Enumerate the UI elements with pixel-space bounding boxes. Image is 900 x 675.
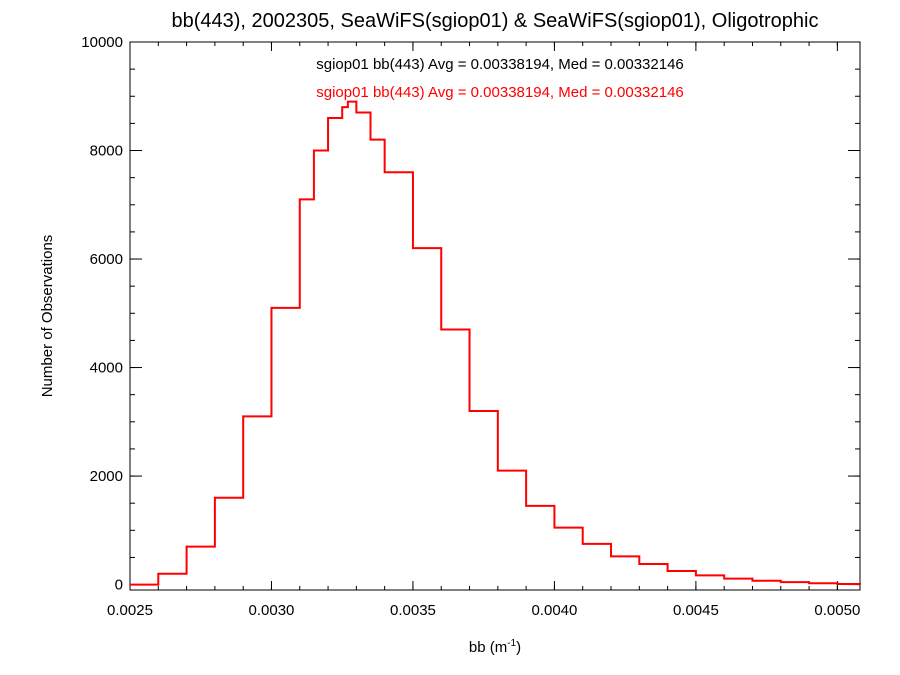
y-tick-label: 2000 bbox=[90, 468, 123, 485]
y-tick-label: 10000 bbox=[81, 34, 123, 51]
y-axis-ticks: 0 2000 4000 6000 8000 10000 bbox=[81, 34, 860, 594]
y-tick-label: 6000 bbox=[90, 251, 123, 268]
x-axis-label-close: ) bbox=[516, 639, 521, 656]
x-tick-label: 0.0050 bbox=[814, 602, 860, 619]
y-axis-label: Number of Observations bbox=[39, 235, 56, 398]
x-tick-label: 0.0045 bbox=[673, 602, 719, 619]
x-axis-label-main: bb (m bbox=[469, 639, 507, 656]
x-tick-label: 0.0040 bbox=[531, 602, 577, 619]
plot-frame bbox=[129, 41, 861, 591]
y-tick-label: 0 bbox=[115, 577, 123, 594]
chart-title: bb(443), 2002305, SeaWiFS(sgiop01) & Sea… bbox=[172, 10, 819, 32]
x-tick-label: 0.0035 bbox=[390, 602, 436, 619]
y-tick-label: 8000 bbox=[90, 143, 123, 160]
x-axis-label: bb (m-1) bbox=[469, 638, 521, 656]
x-tick-label: 0.0025 bbox=[107, 602, 153, 619]
y-tick-label: 4000 bbox=[90, 360, 123, 377]
series-layer bbox=[130, 100, 861, 586]
series-line-0 bbox=[130, 100, 861, 586]
annotation-black-stats: sgiop01 bb(443) Avg = 0.00338194, Med = … bbox=[316, 56, 684, 73]
x-tick-label: 0.0030 bbox=[249, 602, 295, 619]
x-axis-ticks: 0.0025 0.0030 0.0035 0.0040 0.0045 0.0050 bbox=[107, 42, 860, 619]
x-axis-label-superscript: -1 bbox=[507, 638, 516, 649]
annotation-red-stats: sgiop01 bb(443) Avg = 0.00338194, Med = … bbox=[316, 84, 684, 101]
